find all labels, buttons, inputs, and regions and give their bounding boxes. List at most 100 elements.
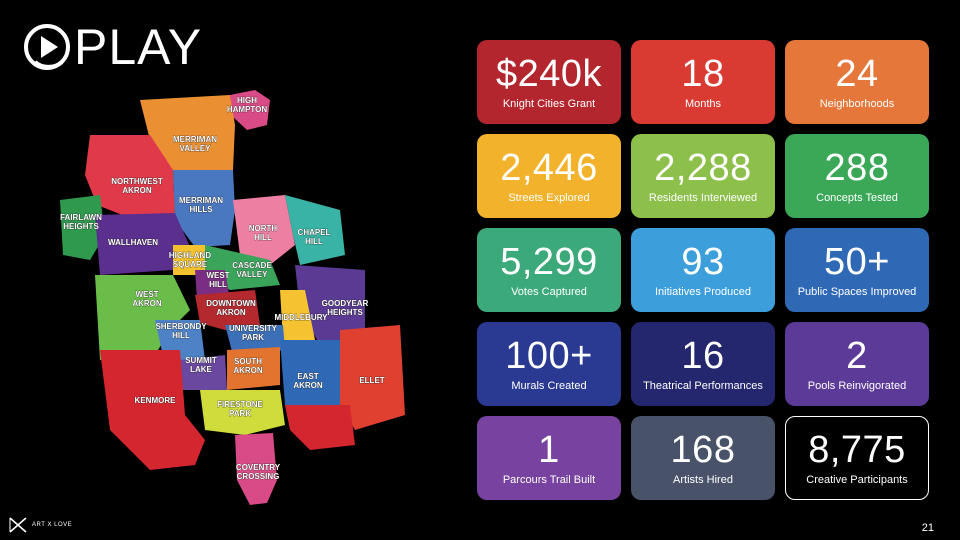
stat-value: 1 xyxy=(538,428,560,471)
stat-label: Murals Created xyxy=(511,379,587,392)
label-firestone-park: FIRESTONE PARK xyxy=(217,400,263,418)
play-circle-icon xyxy=(24,24,70,70)
label-high-hampton: HIGH HAMPTON xyxy=(227,96,268,114)
region-chapel-hill xyxy=(285,195,345,265)
label-highland-square: HIGHLAND SQUARE xyxy=(169,251,211,269)
label-goodyear-heights: GOODYEAR HEIGHTS xyxy=(322,299,369,317)
stat-label: Concepts Tested xyxy=(816,191,898,204)
map-labels: HIGH HAMPTON MERRIMAN VALLEY NORTHWEST AKRO… xyxy=(60,96,385,482)
stat-label: Residents Interviewed xyxy=(648,191,758,204)
region-middlebury xyxy=(280,290,315,340)
art-x-love-icon xyxy=(9,517,27,533)
stat-value: 8,775 xyxy=(808,428,906,471)
stat-value: 2,446 xyxy=(500,146,598,189)
region-west-akron xyxy=(95,275,190,360)
region-southeast xyxy=(285,405,355,450)
region-merriman-hills xyxy=(173,170,235,247)
stat-tile-residents: 2,288 Residents Interviewed xyxy=(631,134,775,218)
label-middlebury: MIDDLEBURY xyxy=(274,313,328,322)
map-svg: HIGH HAMPTON MERRIMAN VALLEY NORTHWEST AKRO… xyxy=(60,90,405,505)
region-south-akron xyxy=(227,347,280,390)
region-east-akron xyxy=(280,340,345,405)
stat-value: 100+ xyxy=(505,334,593,377)
label-coventry-crossing: COVENTRY CROSSING xyxy=(236,463,281,481)
region-downtown-akron xyxy=(195,290,260,330)
label-merriman-valley: MERRIMAN VALLEY xyxy=(173,135,217,153)
stat-value: 2 xyxy=(846,334,868,377)
stat-value: 168 xyxy=(670,428,736,471)
region-highland-square xyxy=(173,245,205,275)
label-chapel-hill: CHAPEL HILL xyxy=(298,228,331,246)
play-logo: PLAY xyxy=(22,22,202,72)
stat-label: Creative Participants xyxy=(806,473,908,486)
label-summit-lake: SUMMIT LAKE xyxy=(185,356,217,374)
stat-label: Votes Captured xyxy=(511,285,587,298)
stat-label: Neighborhoods xyxy=(819,97,895,110)
stat-label: Artists Hired xyxy=(673,473,733,486)
stat-tile-streets: 2,446 Streets Explored xyxy=(477,134,621,218)
region-kenmore xyxy=(100,350,205,470)
region-fairlawn-heights xyxy=(60,195,105,260)
stat-tile-parcours: 1 Parcours Trail Built xyxy=(477,416,621,500)
akron-neighborhood-map: HIGH HAMPTON MERRIMAN VALLEY NORTHWEST AKRO… xyxy=(55,85,425,515)
logo-text: PLAY xyxy=(74,19,203,75)
stat-tile-initiatives: 93 Initiatives Produced xyxy=(631,228,775,312)
stats-grid: $240k Knight Cities Grant 18 Months 24 Neig… xyxy=(477,40,929,500)
stat-tile-concepts: 288 Concepts Tested xyxy=(785,134,929,218)
stat-value: 24 xyxy=(835,52,879,95)
region-northwest-akron xyxy=(85,135,175,220)
label-west-akron: WEST AKRON xyxy=(132,290,162,308)
label-downtown-akron: DOWNTOWN AKRON xyxy=(206,299,256,317)
stat-label: Months xyxy=(684,97,722,110)
stat-value: 288 xyxy=(824,146,890,189)
label-west-hill: WEST HILL xyxy=(206,271,229,289)
stat-label: Parcours Trail Built xyxy=(502,473,596,486)
stat-tile-murals: 100+ Murals Created xyxy=(477,322,621,406)
stat-tile-votes: 5,299 Votes Captured xyxy=(477,228,621,312)
region-coventry-crossing xyxy=(235,433,277,505)
label-kenmore: KENMORE xyxy=(135,396,177,405)
region-west-hill xyxy=(195,270,230,300)
stat-value: 2,288 xyxy=(654,146,752,189)
stat-tile-pools: 2 Pools Reinvigorated xyxy=(785,322,929,406)
label-fairlawn-heights: FAIRLAWN HEIGHTS xyxy=(60,213,102,231)
page-number: 21 xyxy=(921,522,934,534)
label-ellet: ELLET xyxy=(359,376,384,385)
label-northwest-akron: NORTHWEST AKRON xyxy=(111,177,163,195)
stat-value: 18 xyxy=(681,52,725,95)
stat-tile-grant: $240k Knight Cities Grant xyxy=(477,40,621,124)
stat-tile-public-spaces: 50+ Public Spaces Improved xyxy=(785,228,929,312)
footer-brand-text: ART X LOVE xyxy=(32,522,73,528)
stat-label: Theatrical Performances xyxy=(643,379,763,392)
stat-value: 50+ xyxy=(824,240,890,283)
stat-tile-theatrical: 16 Theatrical Performances xyxy=(631,322,775,406)
map-regions xyxy=(60,90,405,505)
region-summit-lake xyxy=(180,355,227,390)
label-wallhaven: WALLHAVEN xyxy=(108,238,158,247)
label-university-park: UNIVERSITY PARK xyxy=(229,324,278,342)
label-cascade-valley: CASCADE VALLEY xyxy=(232,261,272,279)
region-high-hampton xyxy=(230,90,270,130)
region-ellet xyxy=(340,325,405,430)
stat-tile-participants: 8,775 Creative Participants xyxy=(785,416,929,500)
label-south-akron: SOUTH AKRON xyxy=(233,357,263,375)
stat-tile-months: 18 Months xyxy=(631,40,775,124)
stat-value: 93 xyxy=(681,240,725,283)
stat-label: Knight Cities Grant xyxy=(502,97,596,110)
region-firestone-park xyxy=(200,390,285,435)
label-east-akron: EAST AKRON xyxy=(293,372,323,390)
label-north-hill: NORTH HILL xyxy=(249,224,278,242)
stat-label: Initiatives Produced xyxy=(655,285,751,298)
stat-tile-neighborhoods: 24 Neighborhoods xyxy=(785,40,929,124)
label-merriman-hills: MERRIMAN HILLS xyxy=(179,196,223,214)
region-university-park xyxy=(225,325,285,355)
stat-value: $240k xyxy=(495,52,603,95)
stat-value: 5,299 xyxy=(500,240,598,283)
stat-label: Pools Reinvigorated xyxy=(807,379,907,392)
stat-value: 16 xyxy=(681,334,725,377)
region-wallhaven xyxy=(95,213,190,275)
region-goodyear-heights xyxy=(295,265,365,345)
region-north-hill xyxy=(233,195,295,265)
footer-brand: ART X LOVE xyxy=(8,516,72,534)
stat-tile-artists: 168 Artists Hired xyxy=(631,416,775,500)
